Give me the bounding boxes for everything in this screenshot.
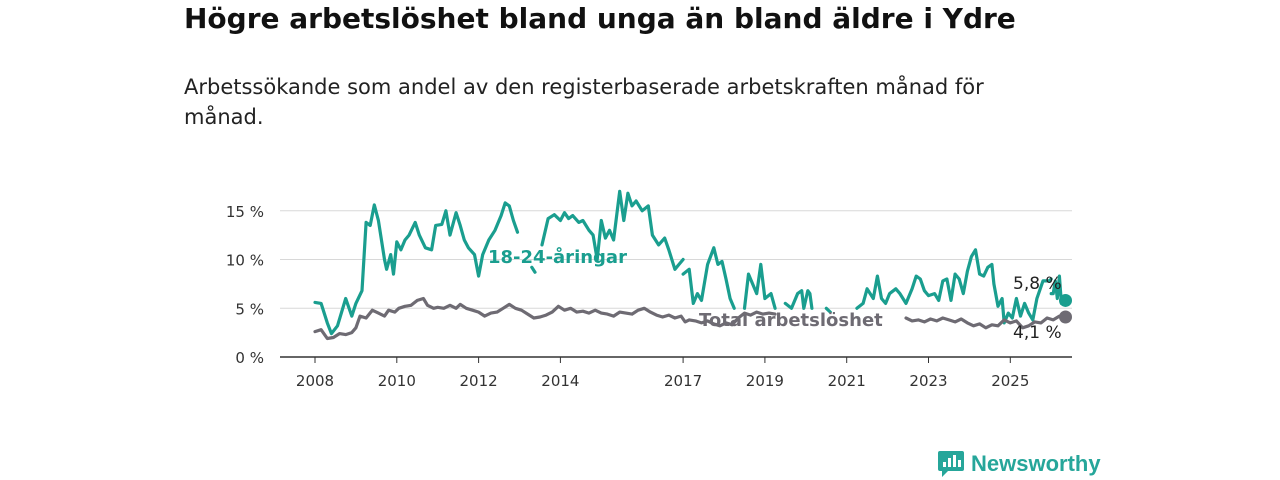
y-tick-label: 0 % — [235, 349, 264, 367]
series-youth — [313, 189, 1073, 336]
x-tick-label: 2012 — [460, 372, 498, 390]
newsworthy-logo-icon — [938, 451, 964, 477]
series-end-point — [1059, 310, 1073, 324]
gridlines — [280, 210, 1072, 358]
series-line-segment — [540, 189, 685, 271]
end-label-total: 4,1 % — [1013, 323, 1062, 343]
chart-title: Högre arbetslöshet bland unga än bland ä… — [184, 2, 1016, 35]
series-label-youth: 18-24-åringar — [488, 246, 627, 268]
x-tick-label: 2008 — [296, 372, 334, 390]
series-line-segment — [530, 265, 537, 274]
series-line-segment — [855, 248, 1053, 325]
y-tick-label: 15 % — [226, 203, 264, 221]
y-tick-label: 5 % — [235, 300, 264, 318]
series-total — [313, 296, 1073, 341]
series-line-segment — [313, 201, 520, 336]
series-end-point — [1059, 293, 1073, 307]
x-tick-label: 2014 — [541, 372, 579, 390]
y-axis-ticks: 0 % 5 % 10 % 15 % — [226, 203, 264, 367]
y-tick-label: 10 % — [226, 252, 264, 270]
x-tick-label: 2023 — [909, 372, 947, 390]
x-axis-ticks: 2008 2010 2012 2014 2017 2019 2021 2023 2025 — [296, 357, 1029, 390]
series-label-total: Total arbetslöshet — [699, 310, 883, 331]
end-label-youth: 5,8 % — [1013, 274, 1062, 294]
series-lines — [313, 189, 1073, 341]
series-line-segment — [904, 314, 1068, 330]
x-tick-label: 2010 — [378, 372, 416, 390]
series-labels: 18-24-åringar Total arbetslöshet 5,8 % 4… — [488, 246, 1062, 343]
x-tick-label: 2025 — [991, 372, 1029, 390]
series-line-segment — [313, 296, 777, 341]
x-tick-label: 2021 — [828, 372, 866, 390]
chart-subtitle: Arbetssökande som andel av den registerb… — [184, 75, 984, 129]
series-line-segment — [783, 289, 814, 310]
newsworthy-logo: Newsworthy — [937, 448, 1101, 480]
x-tick-label: 2019 — [746, 372, 784, 390]
brand-name: Newsworthy — [971, 451, 1101, 476]
series-line-segment — [742, 262, 777, 310]
series-line-segment — [824, 306, 832, 314]
series-line-segment — [681, 246, 736, 310]
x-tick-label: 2017 — [664, 372, 702, 390]
